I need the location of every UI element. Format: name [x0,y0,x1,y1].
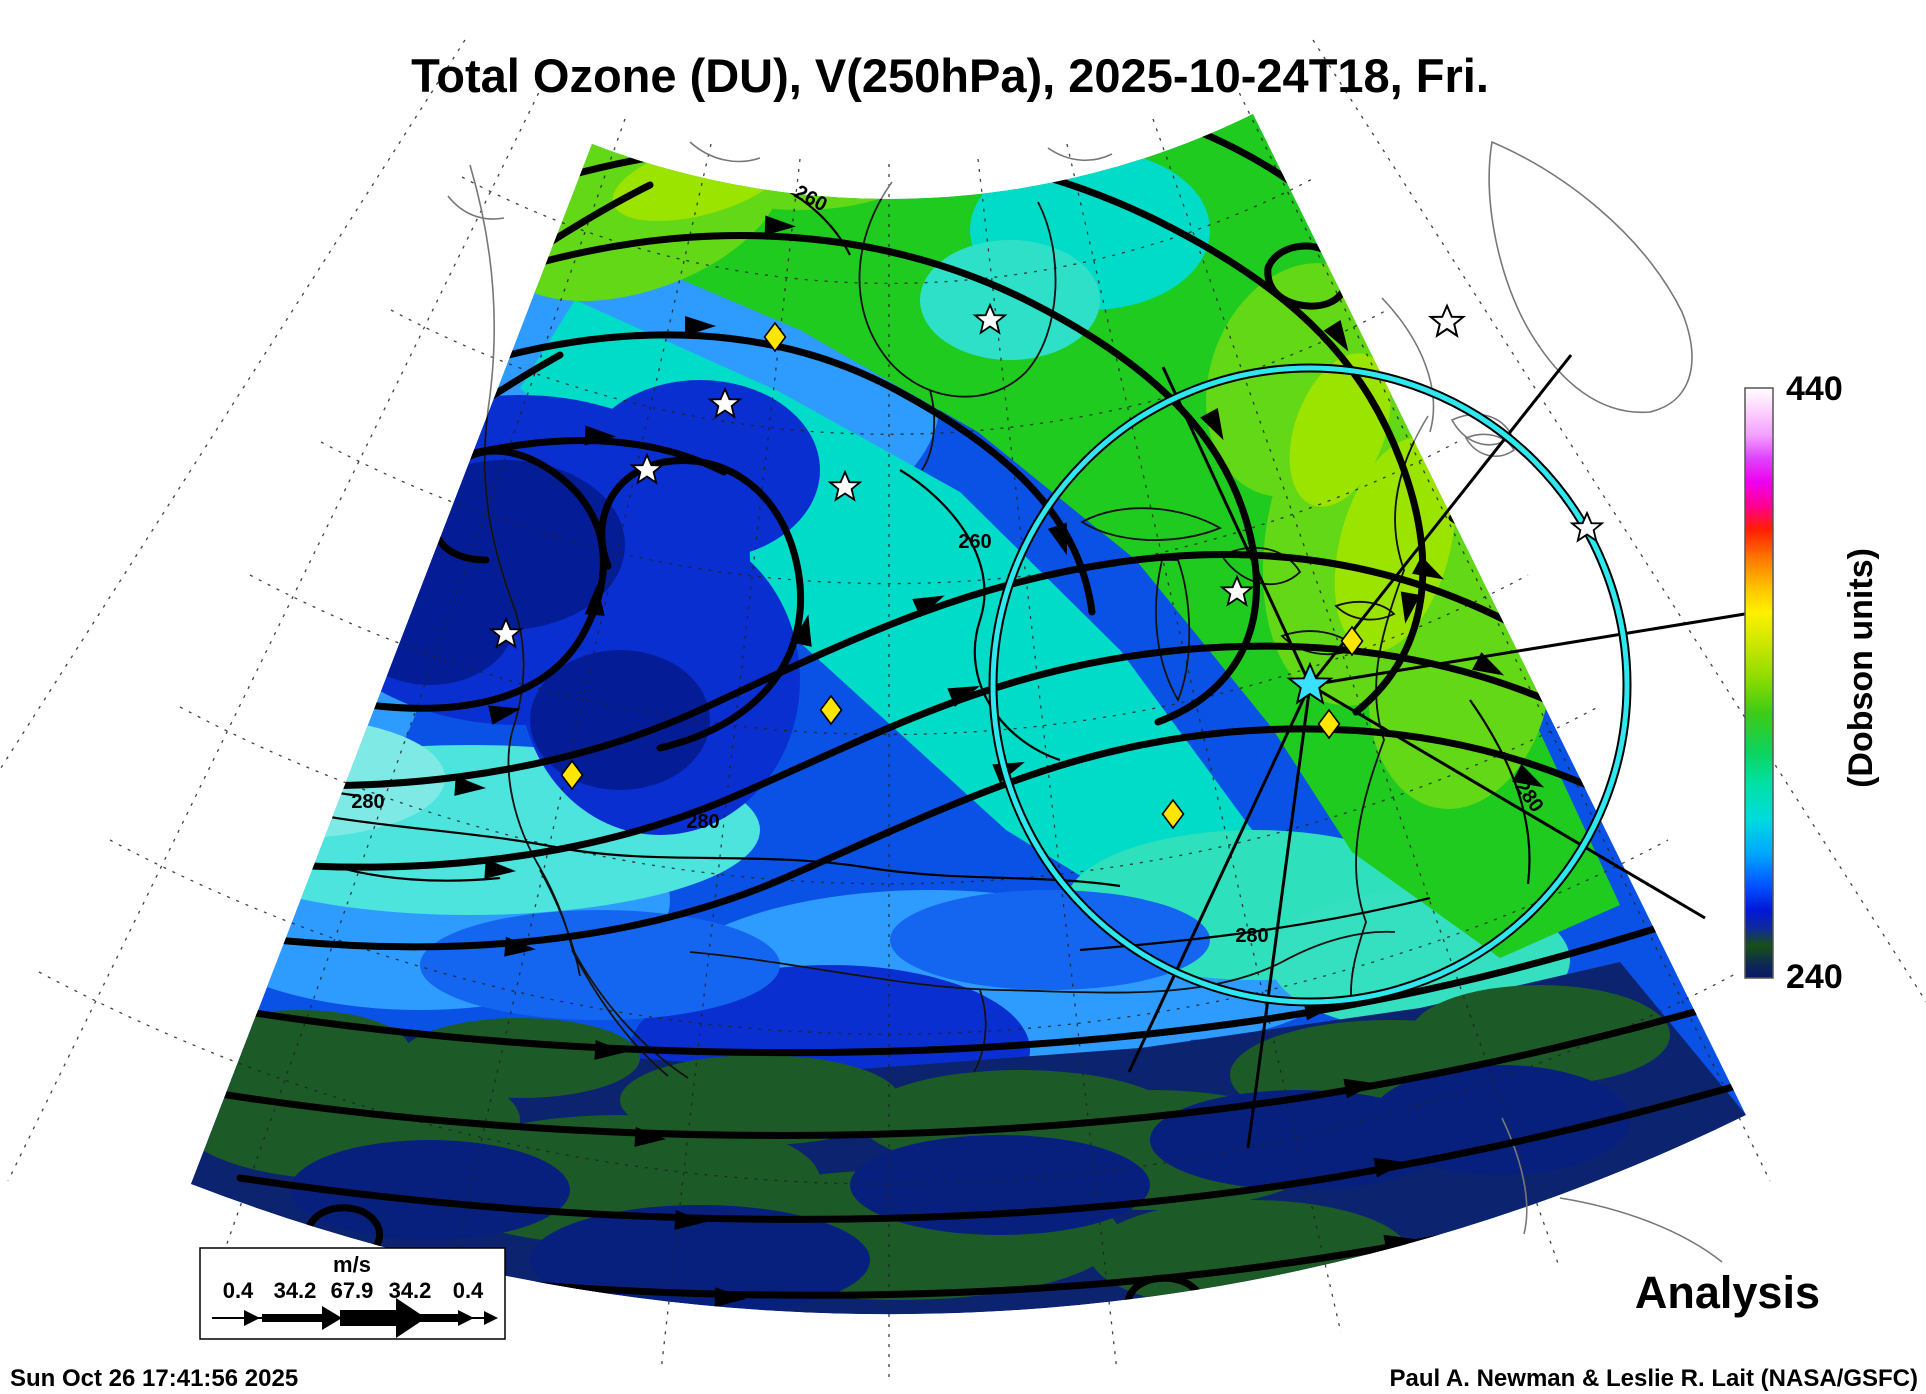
generation-timestamp: Sun Oct 26 17:41:56 2025 [10,1365,298,1392]
colorbar-max-label: 440 [1786,370,1843,408]
range-circle [990,365,1630,1005]
contour-label: 280 [686,811,719,833]
wind-legend-arrow [212,1298,498,1338]
wind-legend-value: 0.4 [453,1278,484,1303]
wind-legend-value: 0.4 [223,1278,254,1303]
page-title: Total Ozone (DU), V(250hPa), 2025-10-24T… [411,49,1489,102]
contour-label: 260 [958,531,991,553]
colorbar-gradient [1744,387,1774,979]
colorbar-axis-label: (Dobson units) [1842,548,1880,788]
colorbar: 440 240 (Dobson units) [1744,370,1880,996]
wind-legend-unit: m/s [333,1252,371,1277]
contour-label: 280 [1235,925,1268,947]
contour-label: 280 [351,791,384,813]
white-star-icon [1429,304,1465,337]
colorbar-min-label: 240 [1786,958,1843,996]
wind-legend-value: 34.2 [274,1278,317,1303]
wind-legend-value: 34.2 [389,1278,432,1303]
analysis-label: Analysis [1635,1267,1820,1318]
wind-legend: m/s 0.4 34.2 67.9 34.2 0.4 [199,1247,506,1340]
wind-legend-value: 67.9 [331,1278,374,1303]
credit-line: Paul A. Newman & Leslie R. Lait (NASA/GS… [1389,1365,1918,1392]
